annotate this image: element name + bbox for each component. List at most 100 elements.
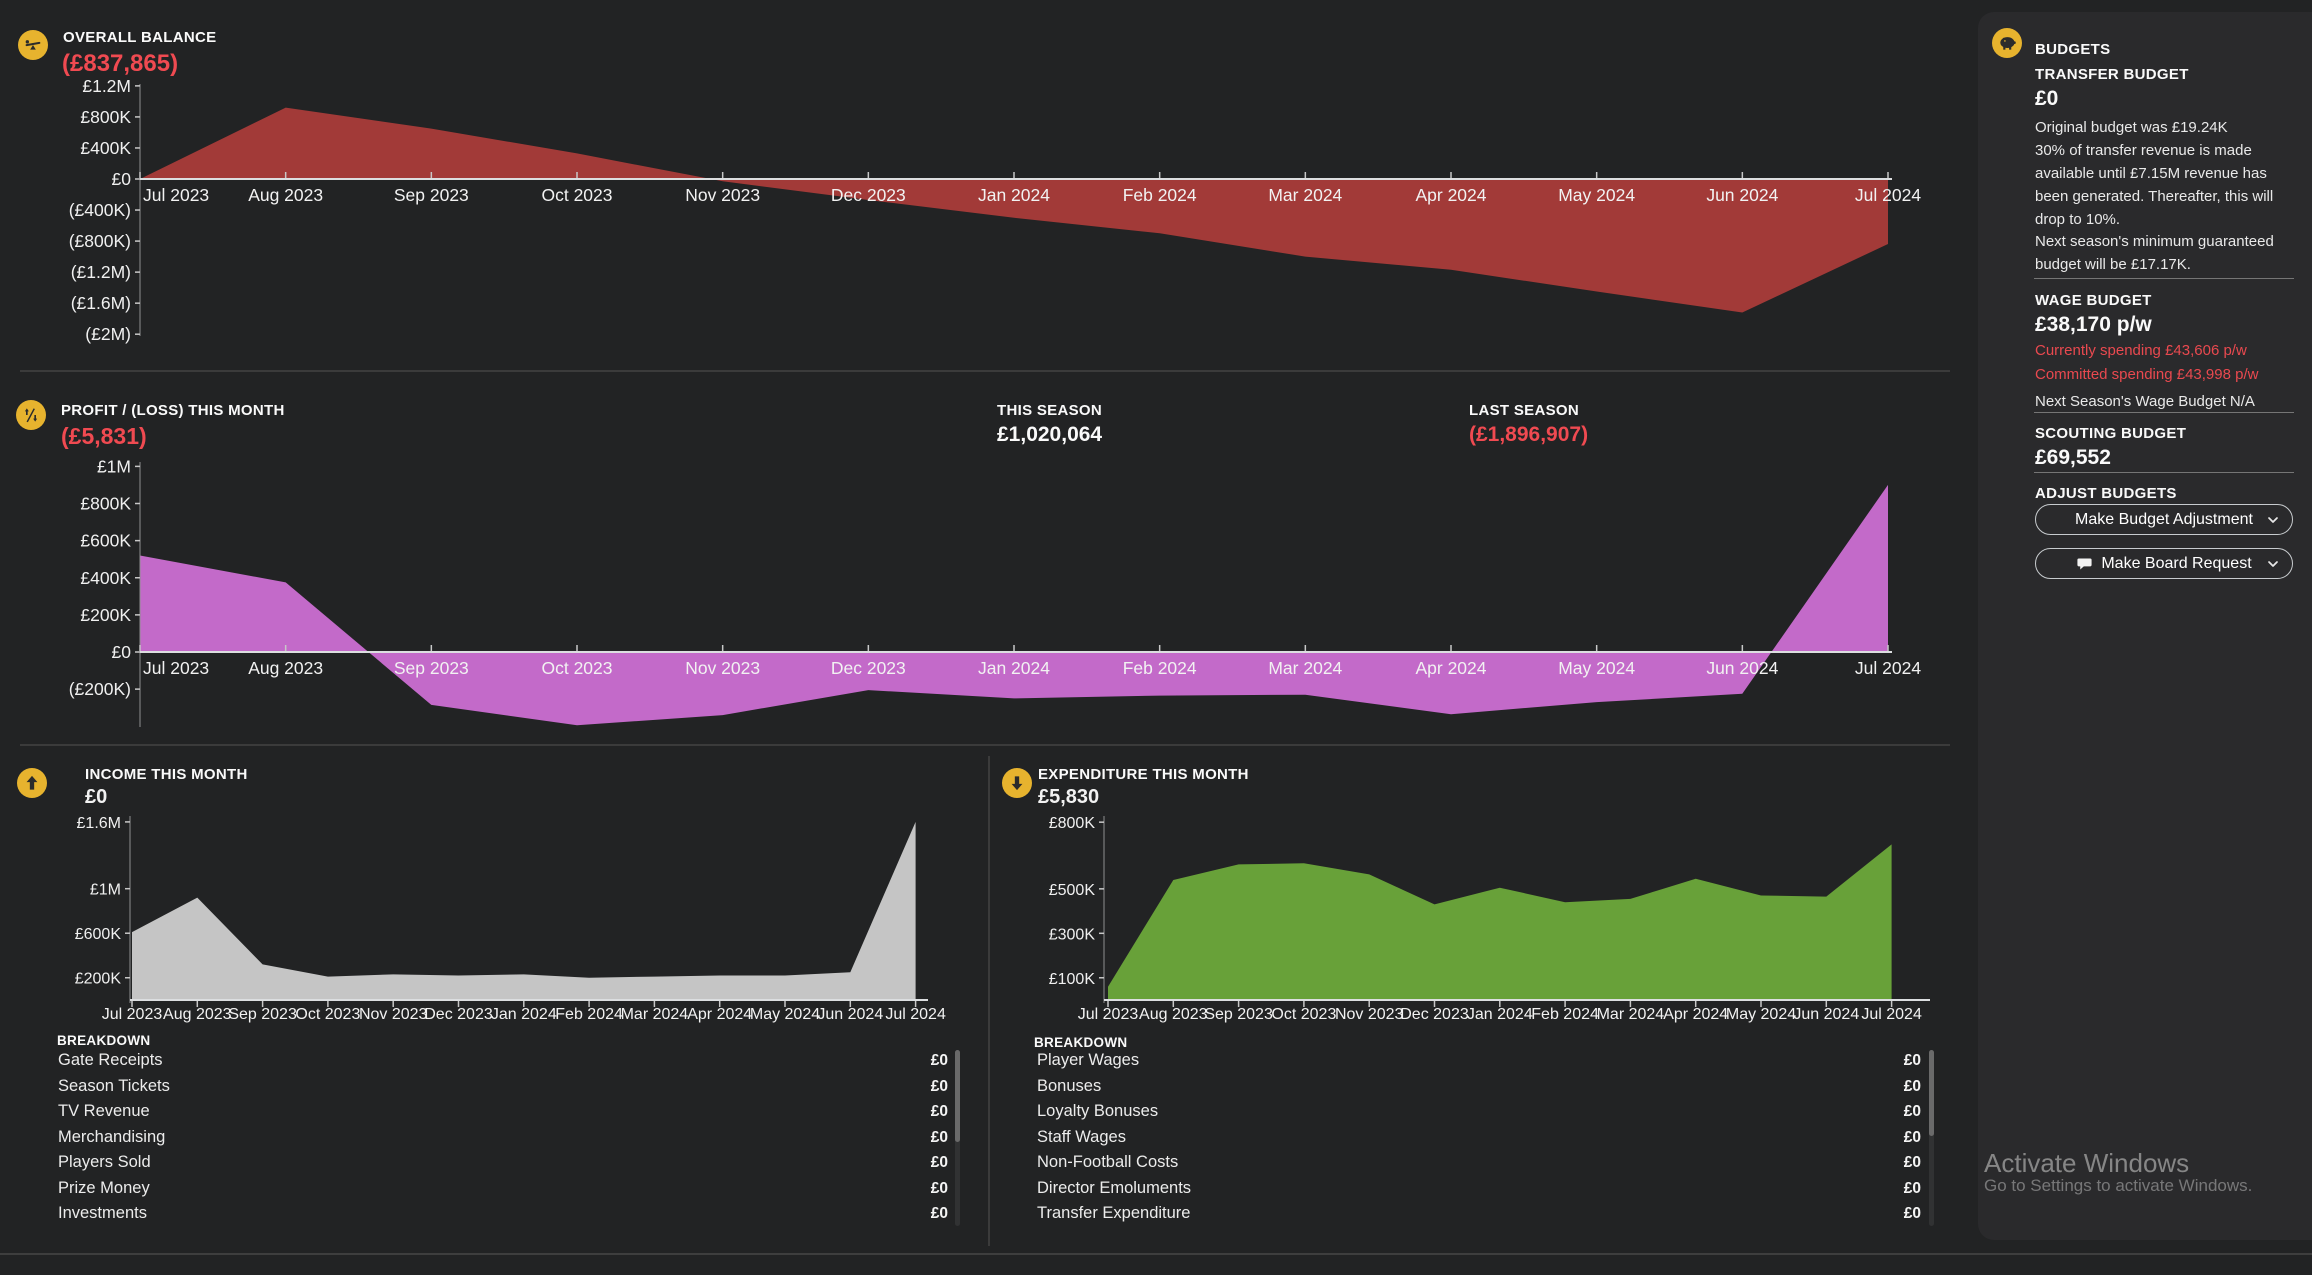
- y-tick-label: £200K: [75, 971, 122, 988]
- y-tick-label: (£2M): [85, 324, 131, 344]
- chart-profit-area: [140, 484, 1888, 726]
- breakdown-row: Bonuses £0: [1037, 1074, 1921, 1099]
- x-axis-label: Feb 2024: [555, 1006, 623, 1023]
- x-axis-label: Dec 2023: [831, 658, 906, 678]
- wage-next-season: Next Season's Wage Budget N/A: [2035, 393, 2255, 410]
- x-axis-label: Jan 2024: [978, 185, 1050, 205]
- y-tick-label: £200K: [80, 605, 131, 625]
- section-divider: [20, 744, 1950, 746]
- balance-scale-icon: [18, 30, 48, 60]
- breakdown-item-label: Investments: [58, 1204, 147, 1222]
- x-axis-label: Apr 2024: [687, 1006, 752, 1023]
- expenditure-scrollbar[interactable]: [1929, 1050, 1934, 1226]
- transfer-budget-next-season: Next season's minimum guaranteed budget …: [2035, 233, 2274, 273]
- x-axis-label: Jul 2023: [143, 185, 209, 205]
- expenditure-scrollbar-thumb[interactable]: [1929, 1050, 1934, 1136]
- x-axis-label: Feb 2024: [1123, 185, 1197, 205]
- breakdown-item-value: £0: [930, 1077, 948, 1095]
- x-axis-label: May 2024: [1558, 185, 1635, 205]
- activate-windows-watermark-subtext: Go to Settings to activate Windows.: [1984, 1176, 2253, 1195]
- y-tick-label: £600K: [75, 926, 122, 943]
- x-axis-label: Jun 2024: [817, 1006, 883, 1023]
- x-axis-label: Aug 2023: [163, 1006, 232, 1023]
- breakdown-item-label: Loyalty Bonuses: [1037, 1102, 1159, 1120]
- bottom-divider: [0, 1253, 2312, 1255]
- budgets-sidebar: BUDGETS TRANSFER BUDGET £0 Original budg…: [1978, 12, 2312, 1240]
- income-scrollbar-thumb[interactable]: [955, 1050, 960, 1142]
- x-axis-label: Apr 2024: [1663, 1006, 1728, 1023]
- overall-balance-value: (£837,865): [62, 50, 179, 77]
- income-scrollbar[interactable]: [955, 1050, 960, 1226]
- transfer-budget-label: TRANSFER BUDGET: [2035, 66, 2189, 83]
- chart-balance-area: [140, 107, 1888, 313]
- chart-expenditure-area: [1108, 844, 1892, 1000]
- chevron-down-icon: [2265, 556, 2281, 572]
- y-tick-label: £1M: [97, 456, 131, 476]
- x-axis-label: Dec 2023: [1400, 1006, 1469, 1023]
- breakdown-item-value: £0: [930, 1103, 948, 1120]
- sidebar-divider: [2034, 412, 2294, 413]
- x-axis-label: Jul 2023: [102, 1006, 163, 1023]
- x-axis-label: Sep 2023: [228, 1006, 297, 1023]
- y-tick-label: £400K: [80, 568, 131, 588]
- column-divider: [988, 756, 990, 1246]
- make-budget-adjustment-button[interactable]: Make Budget Adjustment: [2035, 504, 2293, 535]
- y-tick-label: (£400K): [69, 200, 131, 220]
- y-tick-label: £1.2M: [82, 76, 131, 96]
- wage-budget-label: WAGE BUDGET: [2035, 292, 2152, 309]
- y-tick-label: £500K: [1049, 882, 1096, 899]
- wage-budget-value: £38,170 p/w: [2035, 313, 2152, 336]
- breakdown-row: Gate Receipts £0: [58, 1048, 948, 1073]
- y-tick-label: (£1.2M): [71, 262, 131, 282]
- overall-balance-label: OVERALL BALANCE: [63, 29, 217, 46]
- x-axis-label: Jun 2024: [1793, 1006, 1859, 1023]
- y-tick-label: £800K: [1049, 815, 1096, 832]
- breakdown-item-label: Gate Receipts: [58, 1051, 163, 1069]
- this-season-label: THIS SEASON: [997, 402, 1102, 419]
- breakdown-item-label: Transfer Expenditure: [1037, 1204, 1191, 1222]
- breakdown-row: Director Emoluments £0: [1037, 1176, 1921, 1201]
- expenditure-label: EXPENDITURE THIS MONTH: [1038, 766, 1249, 783]
- x-axis-label: Oct 2023: [541, 658, 612, 678]
- breakdown-item-value: £0: [1903, 1103, 1921, 1120]
- x-axis-label: Nov 2023: [359, 1006, 428, 1023]
- x-axis-label: Jul 2024: [1855, 185, 1921, 205]
- x-axis-label: Mar 2024: [1597, 1006, 1665, 1023]
- x-axis-label: Apr 2024: [1415, 658, 1486, 678]
- transfer-budget-original: Original budget was £19.24K: [2035, 119, 2228, 136]
- breakdown-row: Investments £0: [58, 1201, 948, 1226]
- x-axis-label: Jan 2024: [491, 1006, 557, 1023]
- x-axis-label: Nov 2023: [685, 185, 760, 205]
- x-axis-label: Aug 2023: [248, 658, 323, 678]
- up-arrow-icon: [17, 768, 47, 798]
- breakdown-item-label: Director Emoluments: [1037, 1178, 1192, 1197]
- y-tick-label: (£800K): [69, 231, 131, 251]
- breakdown-row: TV Revenue £0: [58, 1099, 948, 1124]
- expenditure-breakdown-header: BREAKDOWN: [1034, 1035, 1128, 1050]
- x-axis-label: Sep 2023: [394, 185, 469, 205]
- x-axis-label: Mar 2024: [1268, 185, 1342, 205]
- breakdown-item-value: £0: [1903, 1179, 1921, 1197]
- income-breakdown-list: Gate Receipts £0 Season Tickets £0 TV Revenu…: [58, 1048, 948, 1230]
- down-arrow-icon: [1002, 768, 1032, 798]
- make-board-request-button[interactable]: Make Board Request: [2035, 548, 2293, 579]
- breakdown-item-label: Players Sold: [58, 1153, 151, 1171]
- breakdown-item-value: £0: [1903, 1077, 1921, 1095]
- x-axis-label: Sep 2023: [1204, 1006, 1273, 1023]
- speech-bubble-icon: [2076, 555, 2093, 572]
- breakdown-item-label: Bonuses: [1037, 1076, 1102, 1095]
- breakdown-item-value: £0: [930, 1205, 948, 1222]
- x-axis-label: Feb 2024: [1531, 1006, 1599, 1023]
- x-axis-label: Oct 2023: [295, 1006, 360, 1023]
- x-axis-label: Oct 2023: [1271, 1006, 1336, 1023]
- last-season-value: (£1,896,907): [1469, 423, 1589, 446]
- wage-currently-spending: Currently spending £43,606 p/w: [2035, 342, 2247, 359]
- x-axis-label: Jan 2024: [1467, 1006, 1533, 1023]
- breakdown-item-label: Player Wages: [1037, 1051, 1140, 1069]
- y-tick-label: £300K: [1049, 926, 1096, 943]
- chevron-down-icon: [2265, 512, 2281, 528]
- breakdown-item-label: TV Revenue: [58, 1102, 150, 1120]
- piggy-bank-icon: [1992, 28, 2022, 58]
- chart-income-area: [132, 821, 916, 1000]
- adjust-budgets-label: ADJUST BUDGETS: [2035, 485, 2177, 502]
